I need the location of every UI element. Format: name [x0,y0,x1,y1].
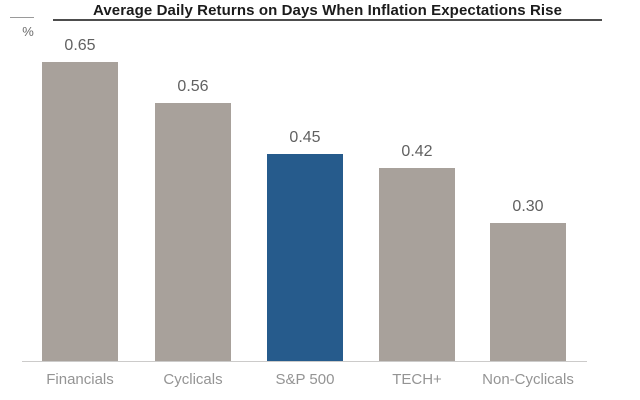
chart-title: Average Daily Returns on Days When Infla… [92,2,563,19]
y-axis-unit-label: % [22,24,34,39]
bar-group-sp500: 0.45 S&P 500 [267,129,343,388]
bar-tech-plus [379,168,455,361]
bar-group-tech-plus: 0.42 TECH+ [379,143,455,388]
category-label-non-cyclicals: Non-Cyclicals [482,371,574,388]
value-label-cyclicals: 0.56 [177,78,209,95]
bar-group-non-cyclicals: 0.30 Non-Cyclicals [482,198,574,388]
category-label-cyclicals: Cyclicals [163,371,223,388]
category-label-sp500: S&P 500 [275,371,335,388]
value-label-non-cyclicals: 0.30 [512,198,544,215]
bar-cyclicals [155,103,231,361]
category-label-financials: Financials [46,371,114,388]
x-axis-line [22,361,587,362]
bar-group-cyclicals: 0.56 Cyclicals [155,78,231,388]
bar-group-financials: 0.65 Financials [42,37,118,388]
bar-financials [42,62,118,361]
value-label-tech-plus: 0.42 [401,143,433,160]
value-label-sp500: 0.45 [289,129,321,146]
y-axis-tick-rule [10,17,34,18]
value-label-financials: 0.65 [64,37,96,54]
title-underline [53,19,602,21]
bar-sp500 [267,154,343,361]
category-label-tech-plus: TECH+ [392,371,442,388]
bar-non-cyclicals [490,223,566,361]
